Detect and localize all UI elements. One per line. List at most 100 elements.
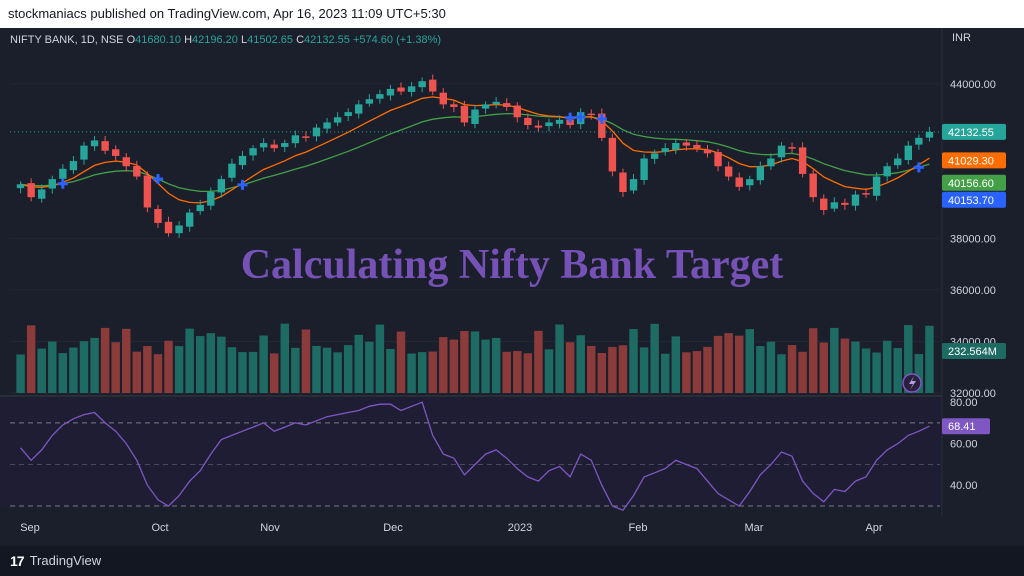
volume-bar bbox=[523, 353, 533, 393]
candle-body bbox=[291, 135, 300, 144]
volume-bar bbox=[734, 335, 744, 393]
volume-bar bbox=[269, 353, 279, 393]
candle-body bbox=[767, 158, 775, 167]
signal-cross-marker bbox=[237, 179, 248, 190]
volume-bar bbox=[682, 352, 691, 393]
close-label: C bbox=[296, 34, 305, 46]
volume-bar bbox=[238, 352, 247, 393]
signal-badge bbox=[942, 191, 1006, 208]
volume-bar bbox=[69, 347, 78, 393]
candle-body bbox=[397, 87, 405, 92]
time-tick-label: Dec bbox=[383, 522, 403, 534]
candle-body bbox=[429, 79, 437, 92]
volume-bar bbox=[90, 337, 99, 393]
volume-bar bbox=[396, 331, 406, 393]
candle-body bbox=[281, 143, 289, 147]
candle-body bbox=[122, 157, 130, 167]
volume-bar bbox=[851, 341, 860, 393]
candle-body bbox=[471, 109, 479, 124]
time-tick-label: Mar bbox=[745, 522, 764, 534]
time-tick-label: Oct bbox=[151, 522, 168, 534]
candle-body bbox=[302, 136, 310, 138]
volume-bar bbox=[333, 352, 342, 393]
volume-bar bbox=[893, 348, 902, 393]
volume-bar bbox=[882, 340, 892, 393]
candle-body bbox=[555, 119, 564, 124]
time-tick-label: Nov bbox=[260, 522, 280, 534]
signal-cross-marker bbox=[57, 178, 68, 189]
signal-badge-text: 40153.70 bbox=[948, 195, 994, 207]
candle-body bbox=[492, 101, 500, 105]
volume-bar bbox=[111, 342, 120, 393]
volume-bar bbox=[819, 342, 828, 393]
candle-body bbox=[661, 148, 669, 152]
volume-bar bbox=[196, 336, 205, 393]
volume-bar bbox=[491, 337, 501, 393]
candle-body bbox=[407, 86, 416, 92]
time-tick-label: Sep bbox=[20, 522, 40, 534]
candle-body bbox=[746, 179, 754, 186]
volume-bar bbox=[703, 346, 712, 393]
candle-body bbox=[894, 158, 902, 166]
volume-bar bbox=[565, 342, 575, 393]
volume-bar bbox=[639, 347, 649, 393]
candle-body bbox=[344, 112, 352, 117]
rsi-pane-background bbox=[0, 398, 942, 506]
volume-bar bbox=[597, 352, 607, 393]
low-label: L bbox=[240, 34, 248, 46]
volume-bar bbox=[301, 329, 311, 393]
volume-bar bbox=[777, 354, 786, 393]
candle-body bbox=[619, 172, 627, 192]
volume-bar bbox=[650, 323, 659, 393]
volume-bar bbox=[914, 354, 924, 393]
footer: 17 TradingView bbox=[0, 546, 1024, 576]
signal-cross-marker bbox=[575, 112, 586, 123]
rsi-tick-label: 80.00 bbox=[950, 397, 978, 409]
candle-body bbox=[16, 184, 25, 189]
volume-bar bbox=[745, 329, 754, 393]
candle-body bbox=[904, 145, 912, 161]
candle-body bbox=[249, 148, 257, 156]
time-tick-label: 2023 bbox=[508, 522, 532, 534]
candle-body bbox=[207, 192, 215, 206]
volume-bar bbox=[481, 339, 490, 393]
volume-bar bbox=[291, 347, 300, 393]
candle-body bbox=[672, 143, 680, 150]
time-tick-label: Apr bbox=[865, 522, 882, 534]
symbol-label[interactable]: NIFTY BANK, 1D, NSE bbox=[10, 34, 124, 46]
candle-body bbox=[143, 175, 152, 208]
volume-bar bbox=[904, 325, 913, 393]
volume-bar bbox=[534, 330, 543, 393]
candle-body bbox=[185, 212, 194, 227]
candle-body bbox=[460, 105, 469, 123]
volume-bar bbox=[587, 345, 596, 393]
volume-bar bbox=[417, 352, 427, 393]
volume-bar bbox=[79, 341, 89, 393]
chart-area[interactable]: 44000.00 38000.00 36000.00 34000.00 32000.00… bbox=[0, 28, 1024, 546]
volume-bar bbox=[861, 348, 871, 393]
candle-body bbox=[111, 149, 120, 156]
candle-body bbox=[756, 166, 765, 181]
rsi-tick-label: 40.00 bbox=[950, 480, 978, 492]
candle-body bbox=[196, 204, 204, 212]
candle-body bbox=[90, 140, 99, 147]
chart-svg[interactable]: 44000.0038000.0036000.0034000.0032000.00… bbox=[0, 28, 1024, 546]
candle-body bbox=[608, 137, 617, 172]
candle-body bbox=[270, 144, 278, 149]
candle-body bbox=[598, 113, 606, 138]
volume-bar bbox=[470, 331, 480, 393]
candle-body bbox=[798, 147, 807, 174]
volume-bar bbox=[122, 328, 131, 393]
volume-bar bbox=[206, 333, 216, 393]
candle-body bbox=[872, 176, 881, 196]
change-value: +574.60 (+1.38%) bbox=[352, 34, 442, 46]
candle-body bbox=[503, 103, 511, 107]
volume-bar bbox=[312, 345, 321, 393]
volume-bar bbox=[248, 351, 258, 393]
volume-bar bbox=[259, 335, 268, 393]
volume-bar bbox=[808, 328, 818, 393]
candle-body bbox=[545, 122, 553, 127]
volume-bar bbox=[16, 354, 25, 393]
volume-bar bbox=[513, 351, 522, 393]
volume-bar bbox=[428, 351, 437, 393]
